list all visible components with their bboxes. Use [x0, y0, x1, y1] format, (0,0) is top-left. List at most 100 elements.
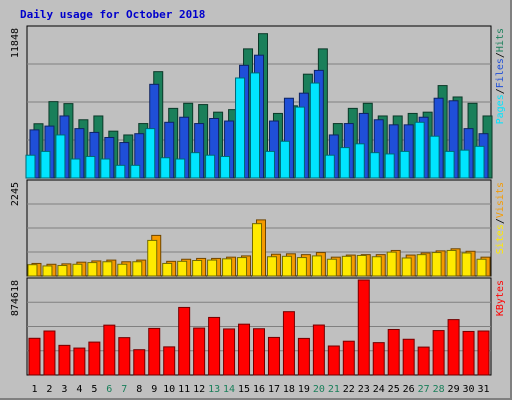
visits-sites-bar-sites-day-17 [266, 256, 277, 277]
day-label-5: 5 [91, 384, 97, 395]
kbytes-max-label: 874618 [10, 280, 21, 316]
day-label-12: 12 [193, 384, 205, 395]
hits-files-pages-bar-pages-day-7 [115, 164, 126, 179]
day-label-2: 2 [46, 384, 52, 395]
day-label-17: 17 [268, 384, 280, 395]
kbytes-bar-kbytes-day-1 [28, 337, 41, 376]
visits-sites-legend-entry-1: Sites [495, 224, 506, 254]
hits-files-pages-bar-pages-day-31 [474, 145, 485, 179]
kbytes-legend: KBytes [495, 280, 506, 316]
day-label-21: 21 [328, 384, 340, 395]
kbytes-bar-kbytes-day-19 [297, 337, 310, 376]
visits-sites-bar-sites-day-8 [132, 261, 143, 277]
visits-sites-bar-sites-day-21 [326, 258, 337, 277]
kbytes-bar-kbytes-day-27 [417, 346, 430, 376]
hits-files-pages-bar-pages-day-27 [414, 121, 425, 179]
day-label-16: 16 [253, 384, 265, 395]
day-label-29: 29 [448, 384, 460, 395]
visits-sites-bar-sites-day-16 [252, 223, 262, 277]
day-label-14: 14 [223, 384, 235, 395]
hits-files-pages-max-label: 11848 [10, 28, 21, 58]
hits-files-pages-bar-pages-day-1 [25, 154, 36, 179]
hits-files-pages-legend-entry-5: Hits [495, 28, 506, 52]
day-label-15: 15 [238, 384, 250, 395]
kbytes-bar-kbytes-day-3 [58, 344, 71, 376]
day-label-25: 25 [388, 384, 400, 395]
kbytes-bar-kbytes-day-8 [133, 349, 146, 376]
visits-sites-bar-sites-day-5 [87, 262, 98, 277]
day-label-30: 30 [463, 384, 475, 395]
kbytes-bar-kbytes-day-11 [178, 306, 191, 376]
day-label-10: 10 [163, 384, 175, 395]
hits-files-pages-bar-pages-day-29 [444, 150, 455, 179]
kbytes-bar-kbytes-day-29 [447, 319, 460, 376]
kbytes-bar-kbytes-day-14 [223, 328, 236, 376]
visits-sites-max-label: 2245 [10, 182, 21, 206]
visits-sites-bar-sites-day-3 [57, 265, 68, 277]
hits-files-pages-bar-pages-day-11 [175, 158, 186, 179]
kbytes-bar-kbytes-day-28 [432, 330, 445, 376]
kbytes-bar-kbytes-day-6 [103, 324, 116, 376]
hits-files-pages-bar-pages-day-22 [339, 147, 350, 179]
day-label-3: 3 [61, 384, 67, 395]
visits-sites-bar-sites-day-20 [311, 255, 322, 277]
hits-files-pages-legend-entry-4: / [495, 52, 506, 58]
hits-files-pages-bar-pages-day-8 [130, 164, 141, 179]
hits-files-pages-bar-pages-day-21 [324, 154, 335, 179]
day-label-23: 23 [358, 384, 370, 395]
hits-files-pages-bar-pages-day-17 [264, 150, 275, 179]
visits-sites-bar-sites-day-31 [476, 258, 487, 277]
visits-sites-bar-sites-day-6 [102, 261, 113, 277]
kbytes-bar-kbytes-day-25 [387, 328, 400, 376]
day-label-9: 9 [151, 384, 157, 395]
day-label-6: 6 [106, 384, 112, 395]
visits-sites-bar-sites-day-26 [401, 257, 412, 277]
kbytes-bar-kbytes-day-26 [402, 338, 415, 376]
visits-sites-bar-sites-day-25 [386, 251, 397, 277]
visits-sites-bar-sites-day-10 [162, 262, 173, 277]
hits-files-pages-bar-pages-day-3 [55, 134, 66, 179]
hits-files-pages-bar-pages-day-4 [70, 158, 81, 179]
day-label-26: 26 [403, 384, 415, 395]
kbytes-bar-kbytes-day-17 [267, 336, 280, 376]
day-label-19: 19 [298, 384, 310, 395]
day-label-1: 1 [31, 384, 37, 395]
kbytes-bar-kbytes-day-4 [73, 347, 86, 376]
day-label-18: 18 [283, 384, 295, 395]
kbytes-bar-kbytes-day-10 [163, 346, 176, 376]
hits-files-pages-bar-pages-day-14 [220, 155, 231, 179]
hits-files-pages-legend: Pages/Files/Hits [495, 28, 506, 124]
hits-files-pages-bar-pages-day-13 [205, 154, 216, 179]
visits-sites-bar-sites-day-18 [281, 255, 292, 277]
day-label-20: 20 [313, 384, 325, 395]
hits-files-pages-bar-pages-day-25 [384, 153, 395, 179]
hits-files-pages-legend-entry-3: Files [495, 58, 506, 88]
kbytes-bar-kbytes-day-22 [342, 340, 355, 376]
day-label-7: 7 [121, 384, 127, 395]
visits-sites-bar-sites-day-2 [42, 265, 53, 277]
kbytes-bar-kbytes-day-30 [462, 330, 475, 376]
kbytes-bar-kbytes-day-18 [282, 311, 295, 376]
hits-files-pages-bar-pages-day-20 [309, 82, 320, 179]
visits-sites-legend-entry-3: Visits [495, 182, 506, 218]
hits-files-pages-bar-pages-day-30 [459, 149, 470, 179]
chart-title: Daily usage for October 2018 [20, 8, 205, 21]
day-label-28: 28 [433, 384, 445, 395]
kbytes-bar-kbytes-day-7 [118, 337, 131, 376]
visits-sites-legend: Sites/Visits [495, 182, 506, 254]
hits-files-pages-bar-pages-day-10 [160, 157, 171, 179]
day-label-13: 13 [208, 384, 220, 395]
day-label-27: 27 [418, 384, 430, 395]
kbytes-legend-entry-1: KBytes [495, 280, 506, 316]
kbytes-bar-kbytes-day-12 [193, 327, 206, 376]
visits-sites-bar-sites-day-7 [117, 263, 128, 277]
kbytes-bar-kbytes-day-16 [253, 328, 265, 376]
visits-sites-bar-sites-day-28 [431, 252, 442, 277]
kbytes-bar-kbytes-day-20 [312, 324, 325, 376]
day-label-4: 4 [76, 384, 82, 395]
kbytes-bar-kbytes-day-31 [477, 330, 490, 376]
kbytes-bar-kbytes-day-23 [357, 279, 370, 376]
visits-sites-bar-sites-day-29 [446, 249, 457, 277]
